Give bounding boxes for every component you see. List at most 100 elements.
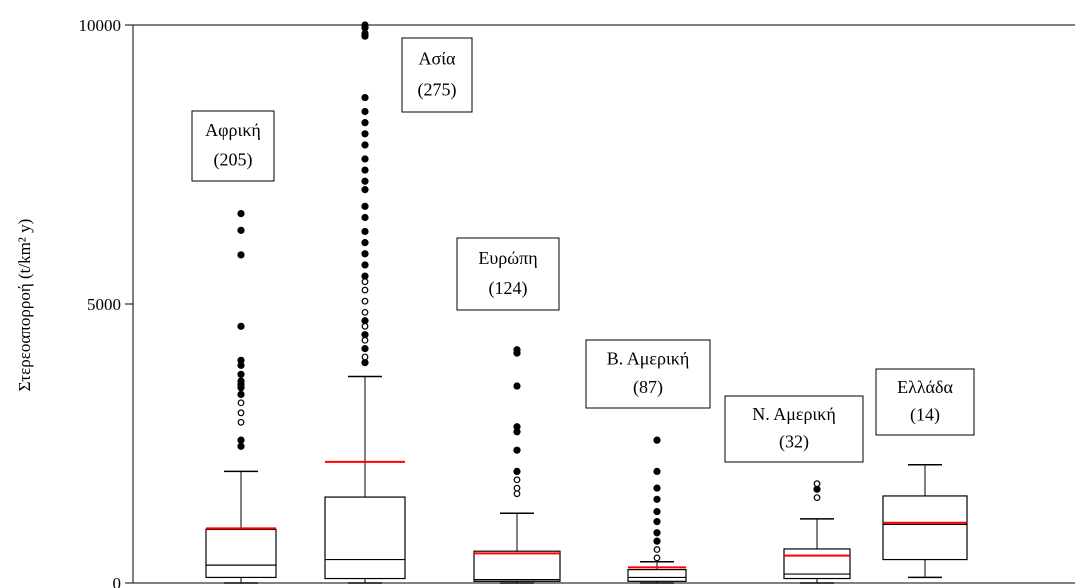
outlier-point-filled	[361, 166, 369, 174]
outlier-point-filled	[361, 202, 369, 210]
group-label-box: Β. Αμερική (87)	[585, 339, 711, 409]
outlier-point-filled	[361, 213, 369, 222]
outlier-point-filled	[361, 261, 369, 269]
label-frame	[401, 37, 473, 113]
outlier-point-open	[361, 353, 369, 361]
label-frame	[585, 339, 711, 409]
outlier-point-filled	[513, 382, 521, 390]
label-frame	[456, 237, 560, 311]
outlier-point-filled	[237, 436, 245, 444]
outlier-point-open	[653, 554, 661, 562]
outlier-point-open	[361, 308, 369, 316]
outlier-point-filled	[361, 119, 369, 127]
box-group-6	[882, 463, 968, 579]
group-name: Ελλάδα	[897, 377, 953, 397]
outlier-point-filled	[361, 239, 369, 247]
outlier-point-filled	[653, 518, 661, 526]
y-tick-label: 5000	[87, 295, 121, 314]
group-name: Ασία	[419, 49, 457, 69]
outlier-point-filled	[361, 227, 369, 236]
group-name: Αφρική	[205, 120, 261, 140]
group-count: (32)	[779, 431, 809, 452]
group-label-box: Ευρώπη (124)	[456, 237, 560, 311]
outlier-point-filled	[361, 272, 369, 280]
group-name: Β. Αμερική	[607, 348, 690, 368]
y-axis-label: Στερεοαπορροή (t/km² y)	[15, 219, 34, 392]
outlier-point-open	[653, 546, 661, 553]
outlier-point-filled	[237, 322, 245, 330]
outlier-point-filled	[513, 467, 521, 475]
outlier-point-filled	[361, 317, 369, 325]
box-iqr	[627, 569, 687, 582]
outlier-point-filled	[237, 356, 245, 364]
y-tick-label: 10000	[79, 16, 122, 35]
group-label-box: Ασία (275)	[401, 37, 473, 113]
outlier-point-filled	[513, 428, 521, 436]
box-group-5	[783, 480, 851, 584]
box-group-1	[205, 210, 277, 584]
outlier-point-filled	[237, 210, 245, 218]
outlier-point-filled	[653, 495, 661, 503]
outlier-point-open	[813, 494, 821, 502]
group-count: (124)	[489, 278, 528, 299]
outlier-point-filled	[653, 436, 661, 444]
box-group-4	[627, 436, 687, 584]
outlier-point-filled	[361, 107, 369, 116]
group-count: (275)	[418, 80, 457, 101]
box-group-3	[473, 346, 561, 584]
outlier-point-filled	[653, 467, 661, 475]
outlier-point-filled	[813, 485, 821, 493]
outlier-point-filled	[361, 345, 369, 353]
outlier-point-filled	[237, 377, 245, 385]
outlier-point-filled	[361, 130, 369, 138]
outlier-point-filled	[361, 331, 369, 339]
outlier-point-open	[813, 480, 821, 488]
outlier-point-open	[361, 336, 369, 344]
group-count: (87)	[633, 377, 663, 398]
axes: 0 5000 10000	[79, 16, 1075, 588]
label-frame	[724, 395, 864, 463]
y-tick-label: 0	[113, 574, 122, 588]
group-labels: Αφρική (205) Ασία (275) Ευρώπη (124) Β. Αμερικ…	[191, 37, 975, 463]
outlier-point-filled	[237, 361, 245, 369]
group-name: Ευρώπη	[478, 248, 537, 268]
boxes	[205, 21, 968, 584]
box-iqr	[205, 528, 277, 579]
outlier-point-open	[237, 409, 245, 417]
outlier-point-open	[237, 399, 245, 407]
outlier-point-open	[361, 286, 369, 294]
outlier-point-filled	[513, 346, 521, 354]
outlier-point-filled	[361, 29, 369, 37]
outlier-point-open	[237, 418, 245, 426]
outlier-point-filled	[361, 358, 369, 367]
outlier-point-filled	[361, 93, 369, 102]
outlier-point-open	[513, 476, 521, 484]
outlier-point-open	[513, 484, 521, 492]
outlier-point-filled	[653, 529, 661, 537]
outlier-point-filled	[653, 537, 661, 545]
box-iqr	[324, 496, 406, 580]
outlier-point-filled	[361, 177, 369, 185]
group-name: Ν. Αμερική	[752, 404, 836, 424]
label-frame	[875, 368, 975, 436]
outlier-point-filled	[237, 251, 245, 259]
label-frame	[191, 110, 275, 182]
outlier-point-filled	[237, 370, 245, 378]
outlier-point-filled	[361, 186, 369, 194]
box-group-2	[324, 21, 406, 584]
outlier-point-filled	[361, 141, 369, 149]
outlier-point-open	[361, 297, 369, 305]
outlier-point-filled	[237, 390, 245, 398]
box-iqr	[882, 495, 968, 561]
outlier-point-filled	[513, 423, 521, 431]
outlier-point-open	[513, 490, 521, 498]
outlier-point-filled	[361, 155, 369, 163]
outlier-point-filled	[361, 21, 369, 29]
outlier-point-filled	[237, 226, 245, 234]
group-label-box: Ελλάδα (14)	[875, 368, 975, 436]
outlier-point-open	[361, 278, 369, 286]
group-label-box: Ν. Αμερική (32)	[724, 395, 864, 463]
outlier-point-filled	[361, 250, 369, 258]
box-iqr	[473, 550, 561, 582]
